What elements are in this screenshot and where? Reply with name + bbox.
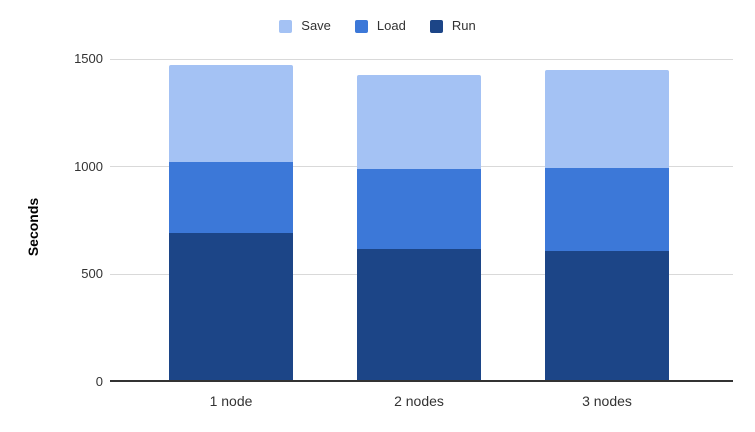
stacked-bar-chart-plot-area bbox=[110, 59, 733, 382]
x-axis-baseline bbox=[110, 380, 733, 382]
y-tick-1000: 1000 bbox=[74, 159, 103, 174]
legend-label-load: Load bbox=[376, 18, 406, 33]
chart-legend: Save Load Run bbox=[0, 18, 755, 34]
bar-segment-save-1-node bbox=[169, 65, 293, 163]
x-axis-label-1-node: 1 node bbox=[209, 393, 253, 409]
y-tick-500: 500 bbox=[81, 266, 103, 281]
legend-label-run: Run bbox=[451, 18, 476, 33]
legend-item-run: Run bbox=[429, 18, 476, 34]
bar-segment-save-3-nodes bbox=[545, 69, 669, 168]
legend-swatch-run-icon bbox=[429, 19, 443, 33]
bar-segment-run-3-nodes bbox=[545, 250, 669, 382]
legend-item-load: Load bbox=[354, 18, 406, 34]
bar-segment-run-2-nodes bbox=[357, 248, 481, 382]
bar-segment-load-1-node bbox=[169, 162, 293, 234]
legend-item-save: Save bbox=[279, 18, 331, 34]
bar-segment-load-2-nodes bbox=[357, 168, 481, 249]
legend-swatch-save-icon bbox=[279, 19, 293, 33]
legend-swatch-load-icon bbox=[354, 19, 368, 33]
legend-label-save: Save bbox=[301, 18, 331, 33]
gridline-1500 bbox=[110, 59, 733, 60]
bar-segment-save-2-nodes bbox=[357, 75, 481, 169]
x-axis-label-3-nodes: 3 nodes bbox=[582, 393, 632, 409]
y-tick-0: 0 bbox=[95, 374, 103, 389]
bars-layer bbox=[110, 59, 733, 382]
y-axis-title: Seconds bbox=[25, 197, 41, 257]
y-tick-1500: 1500 bbox=[74, 51, 103, 66]
bar-segment-load-3-nodes bbox=[545, 167, 669, 251]
bar-segment-run-1-node bbox=[169, 233, 293, 382]
x-axis-label-2-nodes: 2 nodes bbox=[394, 393, 444, 409]
